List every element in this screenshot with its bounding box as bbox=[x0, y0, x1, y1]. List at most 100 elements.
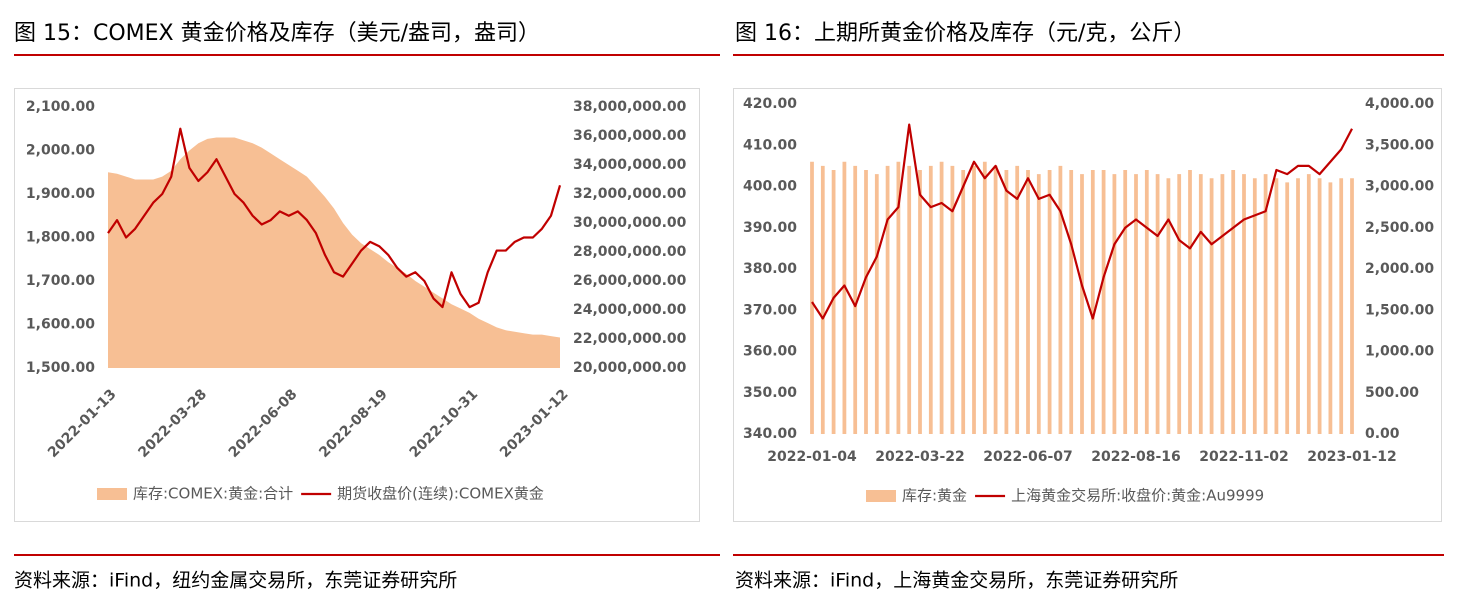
bar bbox=[885, 165, 890, 434]
y2-tick-label: 22,000,000.00 bbox=[573, 331, 687, 347]
y-tick-label: 2,100.00 bbox=[26, 99, 95, 115]
bar bbox=[1220, 174, 1225, 434]
bar bbox=[820, 165, 825, 434]
y-tick-label: 350.00 bbox=[743, 385, 797, 401]
y-tick-label: 410.00 bbox=[743, 137, 797, 153]
bar bbox=[1263, 174, 1268, 434]
bar bbox=[961, 170, 966, 434]
bar bbox=[896, 161, 901, 434]
y2-tick-label: 20,000,000.00 bbox=[573, 360, 687, 376]
bar bbox=[1177, 174, 1182, 434]
y2-tick-label: 3,000.00 bbox=[1365, 179, 1434, 195]
bar bbox=[918, 170, 922, 434]
bar bbox=[1188, 170, 1192, 434]
bar bbox=[1134, 174, 1138, 434]
bar bbox=[939, 161, 944, 434]
bar bbox=[1155, 174, 1160, 434]
bar bbox=[1317, 178, 1322, 434]
bar bbox=[1166, 178, 1171, 434]
bar bbox=[1242, 174, 1246, 434]
y-tick-label: 2,000.00 bbox=[26, 143, 95, 159]
bar bbox=[1112, 174, 1117, 434]
y2-tick-label: 2,500.00 bbox=[1365, 220, 1434, 236]
y2-tick-label: 4,000.00 bbox=[1365, 96, 1434, 112]
y-tick-label: 370.00 bbox=[743, 302, 797, 318]
y2-tick-label: 28,000,000.00 bbox=[573, 244, 687, 260]
y2-tick-label: 2,000.00 bbox=[1365, 261, 1434, 277]
y-tick-label: 360.00 bbox=[743, 344, 797, 360]
bar bbox=[874, 174, 879, 434]
y2-tick-label: 38,000,000.00 bbox=[573, 99, 687, 115]
y-tick-label: 380.00 bbox=[743, 261, 797, 277]
bar bbox=[1274, 178, 1279, 434]
bar bbox=[1036, 174, 1041, 434]
bar bbox=[1015, 165, 1020, 434]
legend-label: 上海黄金交易所:收盘价:黄金:Au9999 bbox=[1011, 487, 1264, 505]
bar bbox=[1285, 182, 1290, 434]
bar bbox=[1306, 174, 1311, 434]
legend-label: 库存:黄金 bbox=[902, 487, 967, 505]
line bbox=[107, 127, 562, 309]
y-tick-label: 340.00 bbox=[743, 426, 797, 442]
y2-tick-label: 3,500.00 bbox=[1365, 137, 1434, 153]
bar bbox=[842, 161, 847, 434]
bar bbox=[831, 170, 836, 434]
bar bbox=[1090, 170, 1095, 434]
x-tick-label: 2022-06-08 bbox=[226, 386, 301, 461]
bar bbox=[1209, 178, 1214, 434]
figure-title: 图 15：COMEX 黄金价格及库存（美元/盎司，盎司） bbox=[14, 21, 540, 46]
bar bbox=[1231, 170, 1236, 434]
bar bbox=[1144, 170, 1149, 434]
bar bbox=[1004, 170, 1009, 434]
y-tick-label: 420.00 bbox=[743, 96, 797, 112]
bar bbox=[1252, 178, 1257, 434]
bar bbox=[907, 165, 912, 434]
bar bbox=[950, 165, 955, 434]
source-note: 资料来源：iFind，上海黄金交易所，东莞证券研究所 bbox=[735, 570, 1178, 592]
area bbox=[108, 137, 560, 368]
bar bbox=[993, 165, 998, 434]
bar bbox=[864, 170, 868, 434]
y-tick-label: 390.00 bbox=[743, 220, 797, 236]
x-tick-label: 2022-11-02 bbox=[1199, 449, 1289, 465]
bar bbox=[1058, 165, 1063, 434]
bar bbox=[1296, 178, 1300, 434]
bar bbox=[1069, 170, 1074, 434]
y2-tick-label: 30,000,000.00 bbox=[573, 215, 687, 231]
y2-tick-label: 36,000,000.00 bbox=[573, 128, 687, 144]
x-tick-label: 2023-01-12 bbox=[1307, 449, 1397, 465]
x-tick-label: 2022-08-19 bbox=[316, 386, 391, 461]
x-tick-label: 2022-01-04 bbox=[767, 449, 857, 465]
y-tick-label: 1,700.00 bbox=[26, 273, 95, 289]
chart-frame bbox=[14, 88, 700, 522]
legend-swatch bbox=[97, 488, 127, 500]
y2-tick-label: 1,000.00 bbox=[1365, 344, 1434, 360]
bar bbox=[1047, 170, 1052, 434]
legend-swatch bbox=[866, 490, 896, 502]
x-tick-label: 2022-01-13 bbox=[45, 386, 120, 461]
y2-tick-label: 500.00 bbox=[1365, 385, 1419, 401]
y-tick-label: 1,600.00 bbox=[26, 317, 95, 333]
x-tick-label: 2022-10-31 bbox=[407, 386, 482, 461]
x-tick-label: 2023-01-12 bbox=[497, 386, 572, 461]
y-tick-label: 400.00 bbox=[743, 179, 797, 195]
x-tick-label: 2022-03-22 bbox=[875, 449, 965, 465]
bar bbox=[1198, 174, 1203, 434]
x-tick-label: 2022-06-07 bbox=[983, 449, 1073, 465]
bar bbox=[982, 161, 987, 434]
x-tick-label: 2022-08-16 bbox=[1091, 449, 1181, 465]
bar bbox=[1328, 182, 1333, 434]
bar bbox=[1101, 170, 1106, 434]
bar bbox=[972, 165, 976, 434]
bar bbox=[1080, 174, 1084, 434]
line bbox=[811, 123, 1353, 320]
y2-tick-label: 1,500.00 bbox=[1365, 302, 1434, 318]
y2-tick-label: 24,000,000.00 bbox=[573, 302, 687, 318]
bar bbox=[1026, 170, 1030, 434]
y2-tick-label: 26,000,000.00 bbox=[573, 273, 687, 289]
bar bbox=[810, 161, 814, 434]
x-tick-label: 2022-03-28 bbox=[135, 386, 210, 461]
y2-tick-label: 0.00 bbox=[1365, 426, 1400, 442]
bar bbox=[928, 165, 933, 434]
y-tick-label: 1,500.00 bbox=[26, 360, 95, 376]
